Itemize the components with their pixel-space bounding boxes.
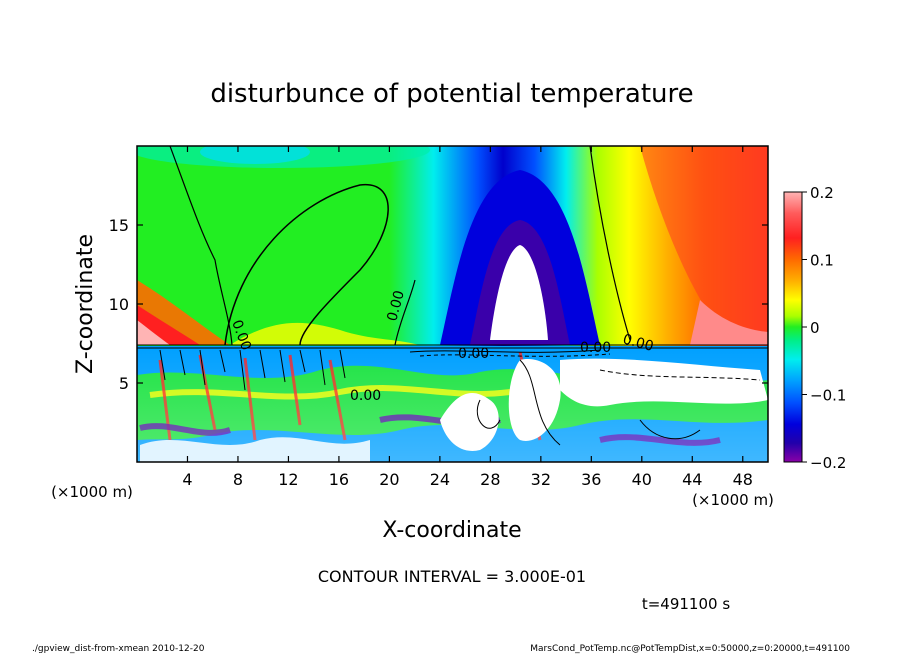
x-tick-label-3: 16: [329, 470, 349, 489]
colorbar-tick-label-0: 0.2: [810, 184, 834, 202]
colorbar-tick-label-1: 0.1: [810, 252, 834, 270]
x-tick-label-10: 44: [682, 470, 702, 489]
contour-label-3: 0.00: [621, 331, 655, 355]
contour-right: [589, 146, 631, 341]
right-warm-band: [640, 146, 768, 345]
contour-left-wavy: [169, 146, 233, 346]
contour-label-2: 0.00: [384, 289, 408, 323]
inversion-contours: [137, 344, 768, 446]
y-axis-label: Z-coordinate: [73, 234, 98, 374]
x-tick-label-6: 28: [480, 470, 500, 489]
x-tick-label-1: 8: [233, 470, 243, 489]
footer-right: MarsCond_PotTemp.nc@PotTempDist,x=0:5000…: [530, 644, 850, 654]
contour-upper-lobe: [224, 184, 389, 346]
contour-label-5: 0.00: [458, 346, 489, 362]
x-tick-label-11: 48: [733, 470, 753, 489]
x-tick-label-0: 4: [182, 470, 192, 489]
y-axis-ticks: 5 10 15: [109, 216, 768, 393]
contour-label-6: 0.00: [350, 388, 381, 404]
cold-plume-white: [490, 245, 548, 340]
x-tick-label-9: 40: [632, 470, 652, 489]
time-text: t=491100 s: [642, 595, 730, 613]
colorbar: [783, 191, 803, 463]
y-tick-label-1: 10: [109, 295, 129, 314]
y-unit-label: (×1000 m): [51, 483, 133, 501]
x-tick-label-7: 32: [531, 470, 551, 489]
contour-mid: [394, 279, 416, 346]
colorbar-ticks: 0.2 0.1 0 −0.1 −0.2: [802, 184, 846, 472]
x-axis-label: X-coordinate: [382, 518, 521, 543]
right-pink-band: [690, 300, 768, 345]
colorbar-tick-label-3: −0.1: [810, 387, 846, 405]
footer-left: ./gpview_dist-from-xmean 2010-12-20: [32, 644, 205, 654]
chart-title: disturbunce of potential temperature: [210, 79, 693, 109]
x-tick-label-4: 20: [379, 470, 399, 489]
x-unit-label: (×1000 m): [692, 491, 774, 509]
y-tick-label-0: 5: [119, 374, 129, 393]
contour-interval-text: CONTOUR INTERVAL = 3.000E-01: [318, 567, 586, 586]
x-tick-label-8: 36: [581, 470, 601, 489]
contour-label-4: 0.00: [580, 340, 611, 356]
lower-fade: [137, 346, 768, 462]
mid-yellow-band: [230, 322, 420, 345]
x-tick-label-2: 12: [278, 470, 298, 489]
x-tick-label-5: 24: [430, 470, 450, 489]
plot-area: 0.00 0.00 0.00 0.00 0.00 0.00: [137, 146, 768, 462]
left-pink-band: [137, 320, 170, 345]
y-tick-label-2: 15: [109, 216, 129, 235]
colorbar-tick-label-4: −0.2: [810, 454, 846, 472]
x-axis-ticks: 4 8 12 16 20 24 28 32 36 40 44 48: [182, 146, 753, 489]
upper-cyan-patch-2: [200, 146, 310, 164]
colorbar-tick-label-2: 0: [810, 319, 820, 337]
